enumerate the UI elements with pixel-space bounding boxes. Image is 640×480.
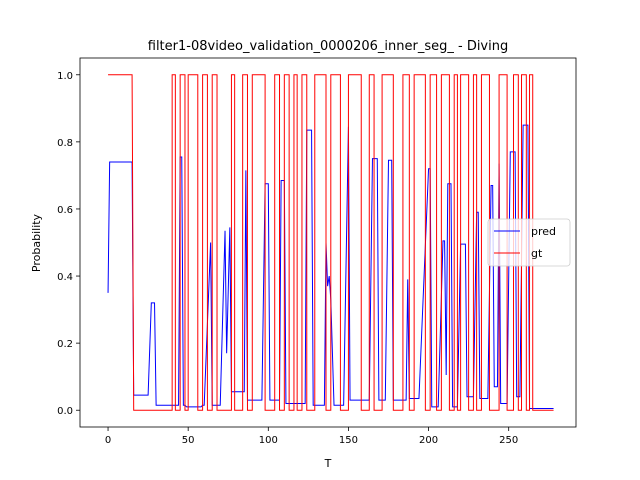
- y-tick-label: 1.0: [57, 71, 73, 82]
- y-tick-label: 0.4: [57, 272, 73, 283]
- legend-label-pred: pred: [531, 225, 556, 238]
- series-layer: [107, 74, 554, 411]
- legend: pred gt: [487, 218, 571, 267]
- plot-frame: [79, 57, 577, 428]
- y-axis: 0.0 0.2 0.4 0.6 0.8 1.0: [57, 71, 80, 417]
- x-tick-label: 200: [419, 435, 438, 446]
- legend-label-gt: gt: [531, 247, 543, 260]
- legend-box: [487, 218, 571, 267]
- y-tick-label: 0.8: [57, 138, 73, 149]
- y-tick-label: 0.6: [57, 205, 73, 216]
- x-tick-label: 50: [182, 435, 195, 446]
- chart-title: filter1-08video_validation_0000206_inner…: [148, 39, 508, 54]
- series-line-gt: [108, 74, 554, 411]
- x-axis: 0 50 100 150 200 250: [105, 427, 518, 446]
- x-tick-label: 250: [499, 435, 518, 446]
- x-tick-label: 100: [259, 435, 278, 446]
- y-tick-label: 0.0: [57, 406, 73, 417]
- y-axis-label: Probability: [30, 213, 43, 272]
- x-tick-label: 150: [339, 435, 358, 446]
- x-tick-label: 0: [105, 435, 111, 446]
- x-axis-label: T: [324, 457, 332, 470]
- y-tick-label: 0.2: [57, 339, 73, 350]
